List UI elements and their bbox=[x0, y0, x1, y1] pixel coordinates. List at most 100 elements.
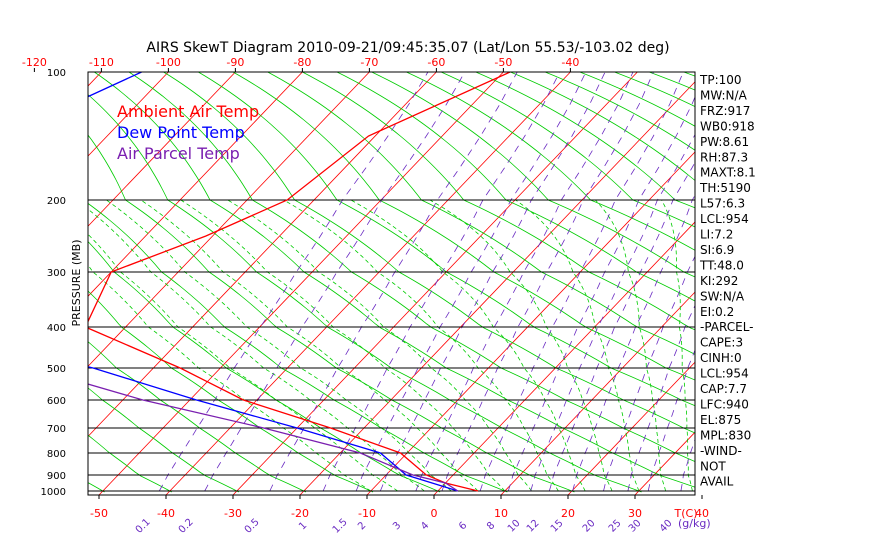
chart-title: AIRS SkewT Diagram 2010-09-21/09:45:35.0… bbox=[146, 40, 669, 56]
top-temp-tick-label: -80 bbox=[293, 56, 311, 69]
index-item: MAXT:8.1 bbox=[700, 166, 756, 180]
isotherm-line bbox=[634, 431, 695, 495]
profile-lines bbox=[88, 72, 511, 492]
pressure-tick-label: 800 bbox=[47, 449, 66, 460]
index-item: MW:N/A bbox=[700, 89, 748, 103]
bottom-temp-tick-label: -30 bbox=[224, 507, 242, 520]
dry-adiabat-line bbox=[336, 72, 695, 302]
mixing-ratio-tick-label: 40 bbox=[658, 518, 675, 535]
mixing-ratio-tick-label: 10 bbox=[506, 518, 523, 535]
mixing-ratio-line bbox=[647, 348, 695, 492]
mixing-ratio-line bbox=[355, 72, 587, 492]
dry-adiabat-line bbox=[88, 341, 307, 493]
dry-adiabat-line bbox=[198, 72, 695, 407]
index-item: TH:5190 bbox=[699, 181, 751, 195]
dry-adiabat-line bbox=[88, 134, 575, 493]
isotherm-line bbox=[299, 81, 695, 495]
index-item: LI:7.2 bbox=[700, 228, 733, 242]
moist-adiabat-line bbox=[88, 264, 372, 492]
mixing-ratio-tick-label: 1.5 bbox=[331, 517, 350, 536]
mixing-ratio-tick-label: 2 bbox=[356, 520, 368, 532]
bottom-temp-tick-label: -20 bbox=[291, 507, 309, 520]
mixing-ratio-line bbox=[627, 304, 695, 492]
mixing-ratio-tick-label: 3 bbox=[391, 520, 403, 532]
mixing-ratio-line bbox=[269, 72, 518, 492]
dry-adiabat-line bbox=[88, 94, 642, 493]
dry-adiabat-line bbox=[371, 72, 695, 278]
dry-adiabat-line bbox=[406, 72, 695, 251]
mixing-ratio-line bbox=[415, 72, 634, 492]
index-item: KI:292 bbox=[700, 274, 738, 288]
isotherm-line bbox=[836, 72, 870, 495]
pressure-tick-label: 300 bbox=[47, 268, 66, 279]
bottom-temp-tick-label: -10 bbox=[358, 507, 376, 520]
index-item: LCL:954 bbox=[700, 367, 749, 381]
pressure-tick-label: 500 bbox=[47, 364, 66, 375]
isotherm-line bbox=[88, 72, 370, 367]
top-temp-tick-label: -60 bbox=[427, 56, 445, 69]
index-item: SW:N/A bbox=[700, 289, 745, 303]
bottom-temp-tick-label: 30 bbox=[628, 507, 642, 520]
mixing-ratio-tick-label: 25 bbox=[607, 518, 624, 535]
dew-point-temp-line bbox=[88, 72, 459, 492]
index-item: AVAIL bbox=[700, 475, 734, 489]
index-item: -WIND- bbox=[700, 444, 742, 458]
index-item: MPL:830 bbox=[700, 428, 751, 442]
isotherm-line bbox=[433, 221, 695, 495]
mixing-ratio-line bbox=[603, 255, 695, 492]
mixing-ratio-tick-label: 0.2 bbox=[177, 517, 196, 536]
pressure-tick-label: 600 bbox=[47, 396, 66, 407]
top-temp-tick-label: -100 bbox=[156, 56, 181, 69]
isotherm-line bbox=[769, 72, 870, 495]
dry-adiabat-line bbox=[544, 72, 695, 151]
pressure-tick-label: 100 bbox=[47, 68, 66, 79]
pressure-tick-label: 1000 bbox=[41, 487, 66, 498]
dry-adiabat-line bbox=[88, 387, 239, 493]
moist-adiabat-line bbox=[106, 199, 452, 492]
index-item: -PARCEL- bbox=[700, 320, 754, 334]
mixing-ratio-line bbox=[680, 438, 695, 492]
isotherm-line bbox=[88, 72, 303, 297]
mixing-ratio-tick-label: 20 bbox=[581, 518, 598, 535]
isotherm-line bbox=[232, 72, 638, 495]
top-temp-tick-label: -70 bbox=[360, 56, 378, 69]
pressure-tick-label: 200 bbox=[47, 196, 66, 207]
bottom-temp-tick-label: 0 bbox=[431, 507, 438, 520]
index-item: WB0:918 bbox=[700, 119, 755, 133]
legend-air-parcel-temp: Air Parcel Temp bbox=[117, 144, 240, 163]
plot-frame bbox=[87, 71, 696, 496]
index-item: EL:875 bbox=[700, 413, 741, 427]
index-item: PW:8.61 bbox=[700, 135, 749, 149]
bottom-temp-tick-label: 20 bbox=[561, 507, 575, 520]
isotherm-line bbox=[88, 72, 236, 227]
bottom-temp-tick-label: -40 bbox=[157, 507, 175, 520]
index-item: EI:0.2 bbox=[700, 305, 734, 319]
dry-adiabat-line bbox=[0, 72, 37, 492]
dry-adiabat-line bbox=[163, 72, 695, 434]
index-item: CAPE:3 bbox=[700, 336, 743, 350]
mixing-ratio-line bbox=[479, 72, 684, 492]
dry-adiabat-line bbox=[302, 72, 695, 331]
x-axis-label: T(C) bbox=[674, 507, 698, 520]
index-item: L57:6.3 bbox=[700, 197, 745, 211]
moist-adiabat-line bbox=[180, 199, 506, 492]
top-temp-tick-label: -110 bbox=[89, 56, 114, 69]
mixing-ratio-line bbox=[507, 95, 695, 492]
bottom-temp-tick-label: -50 bbox=[90, 507, 108, 520]
dry-adiabat-line bbox=[94, 72, 695, 488]
top-temp-tick-label: -50 bbox=[494, 56, 512, 69]
mixing-ratio-tick-label: 6 bbox=[457, 520, 469, 532]
index-item: CINH:0 bbox=[700, 351, 742, 365]
isotherm-line bbox=[98, 72, 504, 495]
moist-adiabat-line bbox=[88, 233, 398, 492]
bottom-temp-tick-label: 10 bbox=[494, 507, 508, 520]
dry-adiabat-line bbox=[440, 72, 695, 228]
moist-adiabat-line bbox=[227, 199, 532, 492]
dry-adiabat-line bbox=[753, 72, 870, 492]
index-item: SI:6.9 bbox=[700, 243, 734, 257]
bottom-temp-tick-label: 40 bbox=[695, 507, 709, 520]
mixing-ratio-line bbox=[204, 72, 466, 492]
mixing-ratio-line bbox=[158, 72, 429, 492]
dry-adiabat-line bbox=[88, 290, 374, 493]
